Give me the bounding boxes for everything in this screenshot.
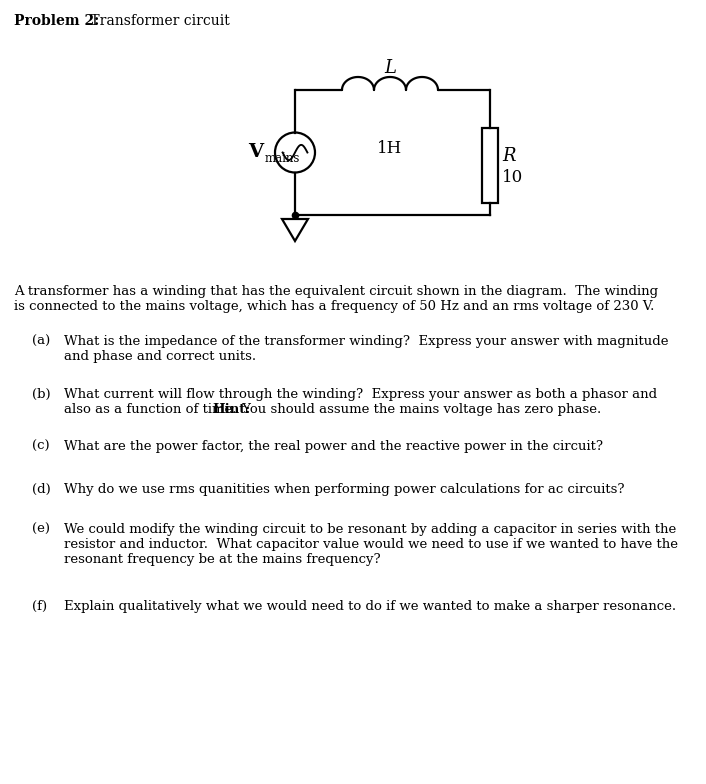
- Bar: [482, 128, 498, 203]
- Text: is connected to the mains voltage, which has a frequency of 50 Hz and an rms vol: is connected to the mains voltage, which…: [14, 300, 654, 313]
- Text: What is the impedance of the transformer winding?  Express your answer with magn: What is the impedance of the transformer…: [64, 335, 669, 348]
- Text: (d): (d): [32, 483, 51, 496]
- Text: Problem 2:: Problem 2:: [14, 14, 100, 28]
- Text: (a): (a): [32, 335, 50, 348]
- Text: Explain qualitatively what we would need to do if we wanted to make a sharper re: Explain qualitatively what we would need…: [64, 600, 676, 613]
- Text: and phase and correct units.: and phase and correct units.: [64, 350, 256, 363]
- Text: (e): (e): [32, 523, 50, 536]
- Text: Hint:: Hint:: [212, 403, 250, 416]
- Text: mains: mains: [265, 152, 300, 165]
- Text: also as a function of time.: also as a function of time.: [64, 403, 241, 416]
- Text: A transformer has a winding that has the equivalent circuit shown in the diagram: A transformer has a winding that has the…: [14, 285, 658, 298]
- Text: R: R: [502, 147, 515, 165]
- Text: resistor and inductor.  What capacitor value would we need to use if we wanted t: resistor and inductor. What capacitor va…: [64, 538, 678, 551]
- Text: What are the power factor, the real power and the reactive power in the circuit?: What are the power factor, the real powe…: [64, 440, 603, 453]
- Text: Transformer circuit: Transformer circuit: [86, 14, 229, 28]
- Text: Why do we use rms quanitities when performing power calculations for ac circuits: Why do we use rms quanitities when perfo…: [64, 483, 625, 496]
- Text: L: L: [384, 59, 396, 77]
- Text: What current will flow through the winding?  Express your answer as both a phaso: What current will flow through the windi…: [64, 388, 657, 401]
- Text: resonant frequency be at the mains frequency?: resonant frequency be at the mains frequ…: [64, 553, 381, 566]
- Text: (f): (f): [32, 600, 47, 613]
- Text: 10: 10: [502, 169, 523, 186]
- Text: 1H: 1H: [378, 140, 402, 157]
- Text: V: V: [248, 143, 263, 161]
- Text: (c): (c): [32, 440, 49, 453]
- Text: (b): (b): [32, 388, 51, 401]
- Text: You should assume the mains voltage has zero phase.: You should assume the mains voltage has …: [238, 403, 602, 416]
- Text: We could modify the winding circuit to be resonant by adding a capacitor in seri: We could modify the winding circuit to b…: [64, 523, 676, 536]
